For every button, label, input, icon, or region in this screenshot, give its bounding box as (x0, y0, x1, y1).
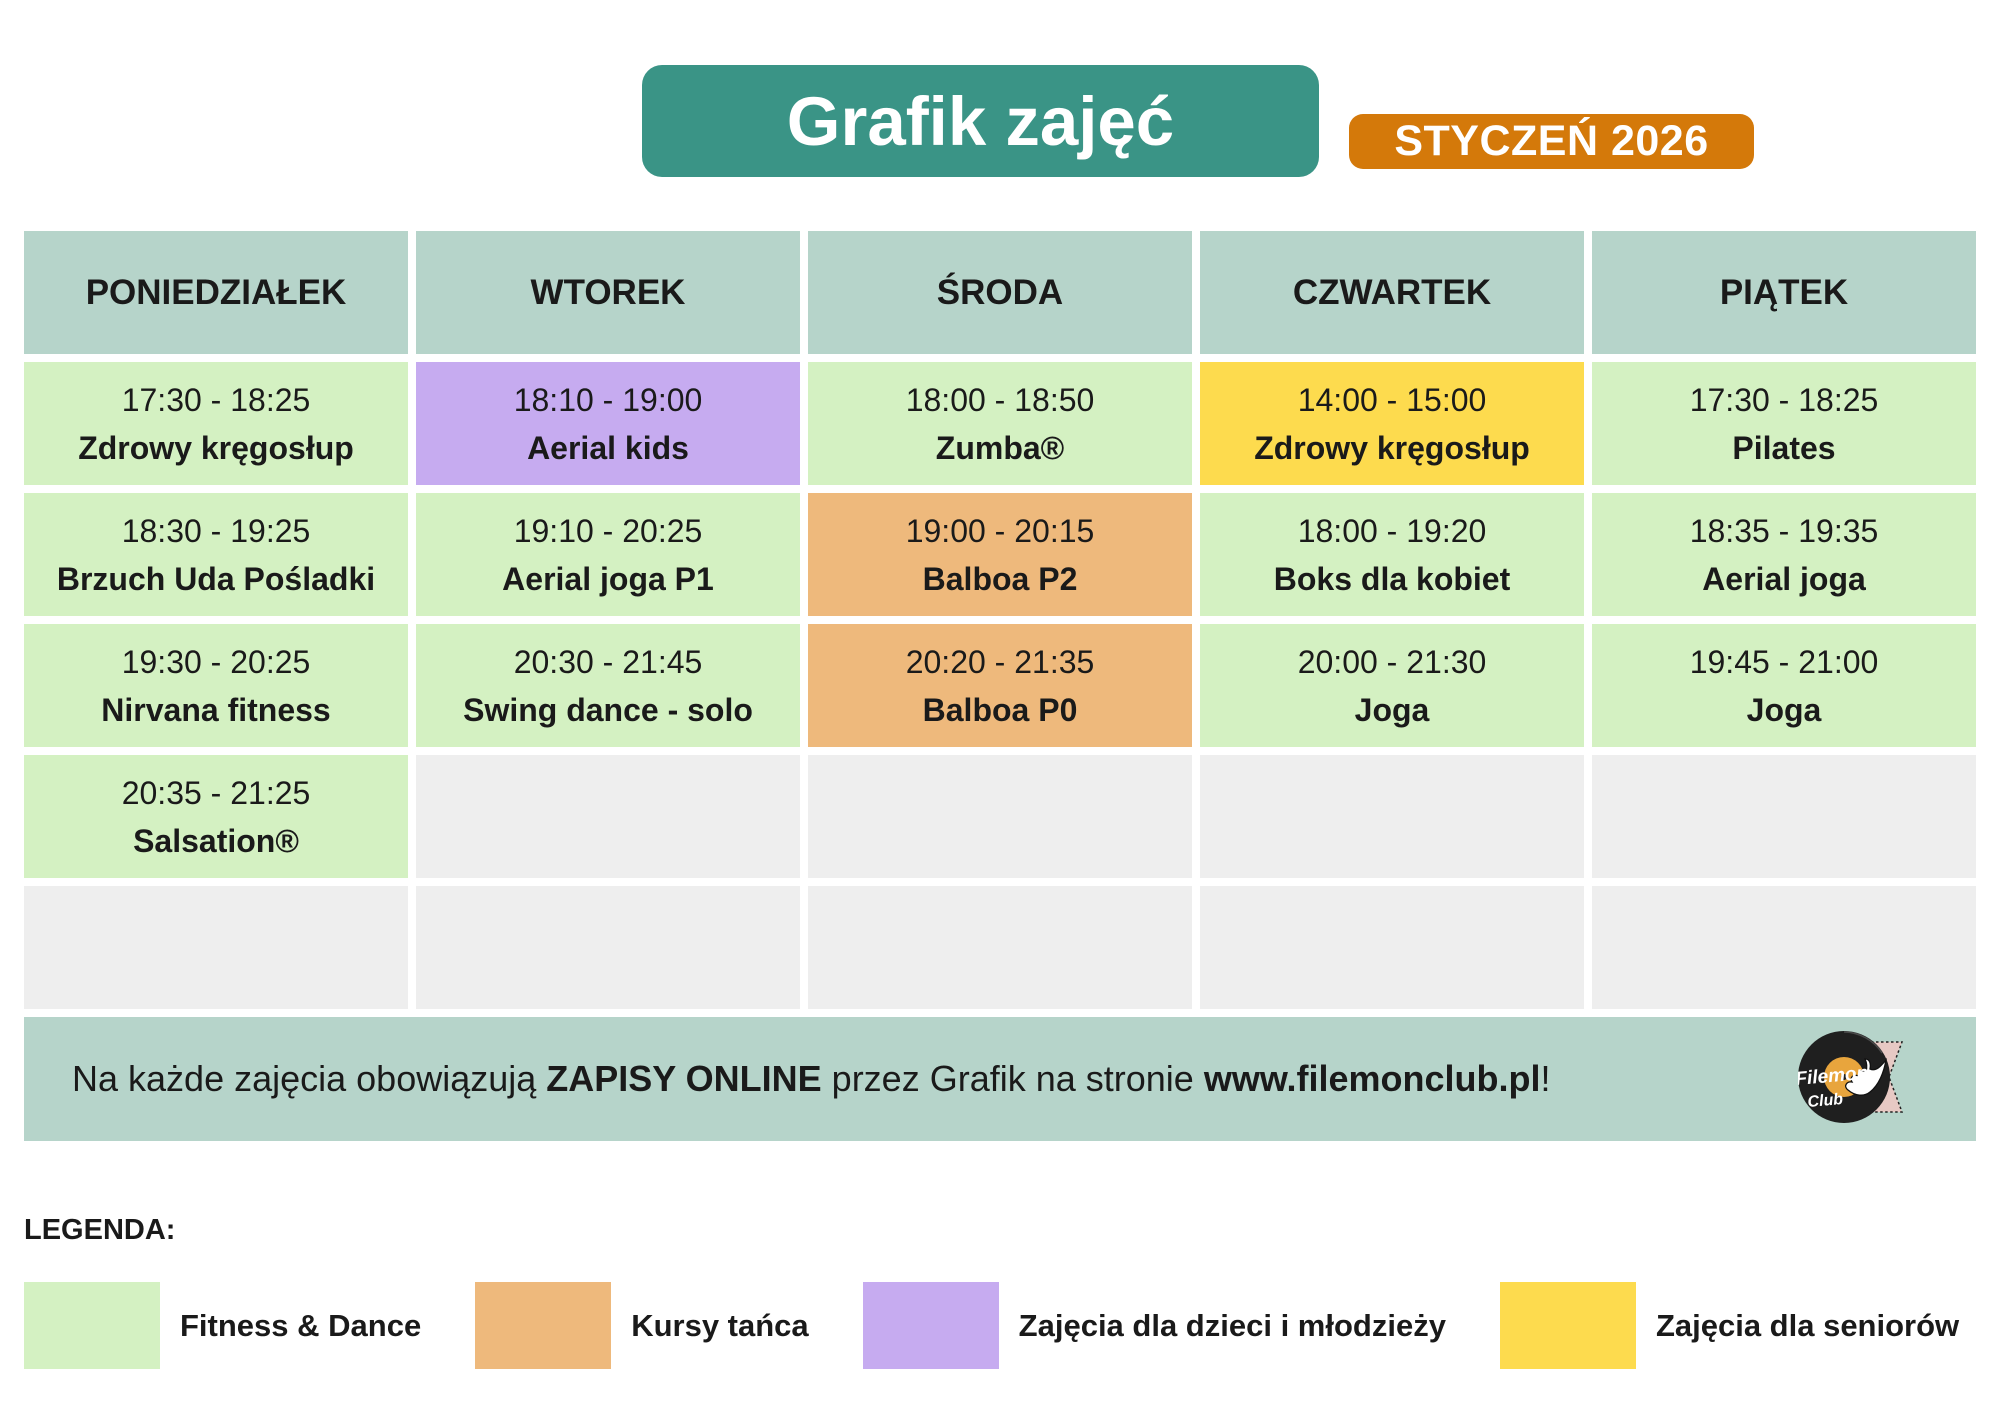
svg-text:Club: Club (1807, 1090, 1844, 1110)
